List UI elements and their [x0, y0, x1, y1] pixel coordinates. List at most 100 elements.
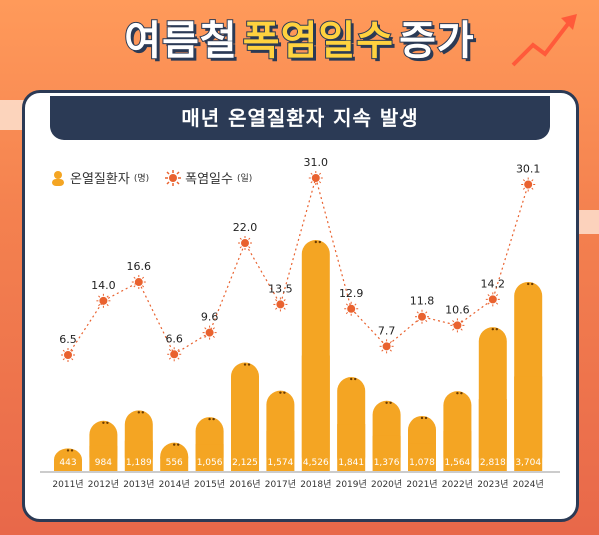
heat-point-ray	[318, 181, 322, 184]
heat-point-ray	[168, 357, 172, 360]
x-tick-label: 2021년	[406, 479, 437, 490]
bar-base	[337, 424, 366, 471]
heat-point-ray	[168, 348, 172, 352]
bar-value-label: 443	[59, 458, 76, 468]
x-tick-label: 2015년	[194, 479, 225, 490]
heat-point-ray	[177, 357, 180, 360]
x-tick-label: 2022년	[442, 479, 473, 490]
bar-eye	[247, 363, 251, 366]
heat-point-ray	[452, 320, 455, 323]
bar-eye	[385, 401, 388, 404]
heat-point	[241, 239, 249, 248]
heat-point-ray	[522, 179, 526, 182]
heat-point-ray	[283, 299, 286, 302]
bar-value-label: 1,841	[338, 458, 364, 468]
heat-point-ray	[62, 349, 65, 352]
heat-value-label: 11.8	[410, 295, 435, 308]
bar-eye	[66, 449, 70, 452]
x-tick-label: 2014년	[159, 479, 190, 490]
bar-base	[266, 430, 295, 471]
bar-eye	[177, 443, 180, 446]
bar-value-label: 2,125	[232, 458, 258, 468]
heat-point-ray	[204, 327, 207, 330]
bar-eye	[102, 421, 105, 424]
bar-base	[195, 444, 224, 471]
heat-point-ray	[141, 276, 145, 279]
heat-point-ray	[354, 303, 357, 306]
heat-point-ray	[381, 349, 384, 352]
heat-value-label: 22.0	[233, 221, 258, 234]
bar-eye	[495, 327, 498, 331]
heat-point-ray	[141, 285, 145, 288]
bar-eye	[527, 282, 530, 286]
heat-point	[488, 295, 497, 304]
heat-point	[347, 304, 356, 313]
x-tick-label: 2019년	[336, 479, 367, 490]
heat-value-label: 16.6	[127, 260, 152, 273]
heat-point-ray	[98, 295, 101, 298]
heat-point-ray	[248, 237, 251, 240]
legend-patients-label: 온열질환자	[70, 172, 130, 187]
bar-value-label: 1,564	[445, 458, 471, 468]
bar-eye	[389, 401, 392, 404]
heat-point-ray	[71, 349, 74, 352]
bar-eye	[106, 421, 109, 424]
legend-patients: 온열질환자 (명)	[50, 168, 149, 187]
heat-point-ray	[425, 319, 428, 323]
heat-point-ray	[239, 246, 242, 249]
title-part3: 증가	[398, 17, 475, 65]
bar-value-label: 1,078	[409, 458, 435, 468]
heat-point-ray	[495, 294, 499, 297]
heat-value-label: 14.0	[91, 279, 116, 292]
heat-point-ray	[212, 335, 215, 338]
title-part2: 폭염일수	[242, 17, 394, 65]
bar-base	[160, 456, 189, 471]
heat-point-ray	[522, 187, 526, 190]
heat-point-ray	[318, 172, 322, 175]
heat-value-label: 12.9	[339, 287, 364, 300]
bar-eye	[212, 417, 215, 421]
heat-value-label: 31.0	[304, 156, 329, 169]
legend-patients-unit: (명)	[133, 174, 150, 184]
bar-eye	[137, 411, 140, 414]
heat-point-ray	[275, 307, 278, 310]
heat-value-label: 9.6	[201, 311, 219, 324]
heat-point	[453, 321, 462, 330]
heat-point-ray	[133, 285, 136, 288]
bar-eye	[460, 391, 463, 395]
bar-base	[301, 355, 330, 471]
heat-value-label: 13.5	[268, 282, 293, 295]
legend-heat-unit: (일)	[236, 174, 253, 184]
heat-point-ray	[381, 341, 384, 344]
sun-icon	[165, 169, 182, 186]
heat-point-ray	[239, 237, 242, 240]
bar-value-label: 2,818	[480, 458, 506, 468]
heat-point-ray	[531, 187, 534, 190]
heat-point-ray	[345, 303, 349, 306]
bar-value-label: 556	[166, 458, 183, 468]
chart-banner: 매년 온열질환자 지속 발생	[50, 96, 550, 140]
heat-point	[205, 328, 214, 337]
heat-point-ray	[212, 327, 215, 330]
x-tick-label: 2013년	[123, 479, 154, 490]
heat-point-ray	[204, 335, 207, 338]
heat-point	[134, 278, 143, 287]
bar-eye	[354, 377, 357, 381]
heat-point	[311, 174, 320, 182]
bar-eye	[424, 416, 428, 420]
bar-eye	[173, 443, 176, 446]
bar-value-label: 984	[95, 458, 112, 468]
x-tick-label: 2016년	[229, 479, 260, 490]
bar-value-label: 1,574	[268, 458, 294, 468]
x-tick-label: 2018년	[300, 479, 331, 490]
x-tick-label: 2011년	[52, 479, 83, 490]
heat-point-ray	[416, 311, 419, 314]
heat-point-ray	[425, 311, 428, 314]
legend-heat: 폭염일수 (일)	[165, 168, 252, 187]
bar-value-label: 1,189	[126, 458, 152, 468]
heat-point-ray	[460, 320, 463, 323]
heat-point-ray	[495, 302, 499, 305]
heat-point	[64, 351, 72, 359]
x-tick-label: 2017년	[265, 479, 296, 490]
bar-value-label: 3,704	[515, 458, 541, 468]
